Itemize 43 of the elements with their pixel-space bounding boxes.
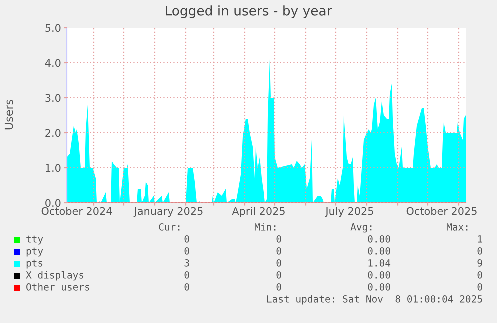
- text: 1: [478, 236, 482, 243]
- text: 0: [184, 235, 190, 243]
- text: 0: [276, 247, 282, 255]
- legend-label: X displays: [26, 271, 84, 281]
- text: 0: [478, 283, 482, 291]
- y-tick-label: 2.0: [46, 129, 61, 138]
- x-tick-label: October 2025: [406, 207, 477, 216]
- x-tick-label: October 2024: [42, 207, 112, 216]
- y-tick-label: 5.0: [46, 24, 61, 32]
- x-tick-label: January 2025: [134, 207, 203, 218]
- text: Max:: [446, 224, 468, 231]
- text: Avg:: [350, 224, 372, 233]
- y-tick-label: 0.0: [46, 199, 61, 208]
- chart-title: Logged in users - by year: [166, 6, 332, 18]
- text: 0.00: [368, 283, 390, 291]
- text: 9: [478, 259, 482, 267]
- legend-label: pts: [26, 260, 43, 269]
- text: 0.00: [368, 247, 390, 255]
- text: 0: [184, 283, 190, 291]
- text: 0: [184, 271, 190, 279]
- text: 0: [276, 235, 282, 243]
- x-tick-label: April 2025: [232, 207, 285, 218]
- legend-label: tty: [26, 236, 44, 245]
- text: Last update: Sat Nov 8 01:00:04 2025: [267, 295, 482, 305]
- text: 0.00: [368, 235, 390, 243]
- y-axis-title: Users: [4, 100, 14, 130]
- y-tick-label: 4.0: [45, 59, 61, 68]
- y-tick-label: 1.0: [46, 164, 61, 172]
- legend-label: Other users: [26, 283, 90, 291]
- text: 0: [184, 247, 190, 255]
- text: Cur:: [159, 223, 180, 231]
- text: 0: [478, 247, 482, 255]
- text: 0.00: [368, 271, 390, 279]
- text: 0: [276, 283, 282, 291]
- legend-label: pty: [26, 248, 44, 257]
- text: 1.04: [368, 259, 391, 267]
- text: 3: [184, 259, 190, 267]
- text: 0: [276, 271, 282, 279]
- x-tick-label: July 2025: [325, 207, 374, 218]
- text: 0: [478, 271, 482, 279]
- y-tick-label: 3.0: [46, 94, 61, 102]
- text: 0: [276, 259, 282, 267]
- text: Min:: [254, 223, 276, 231]
